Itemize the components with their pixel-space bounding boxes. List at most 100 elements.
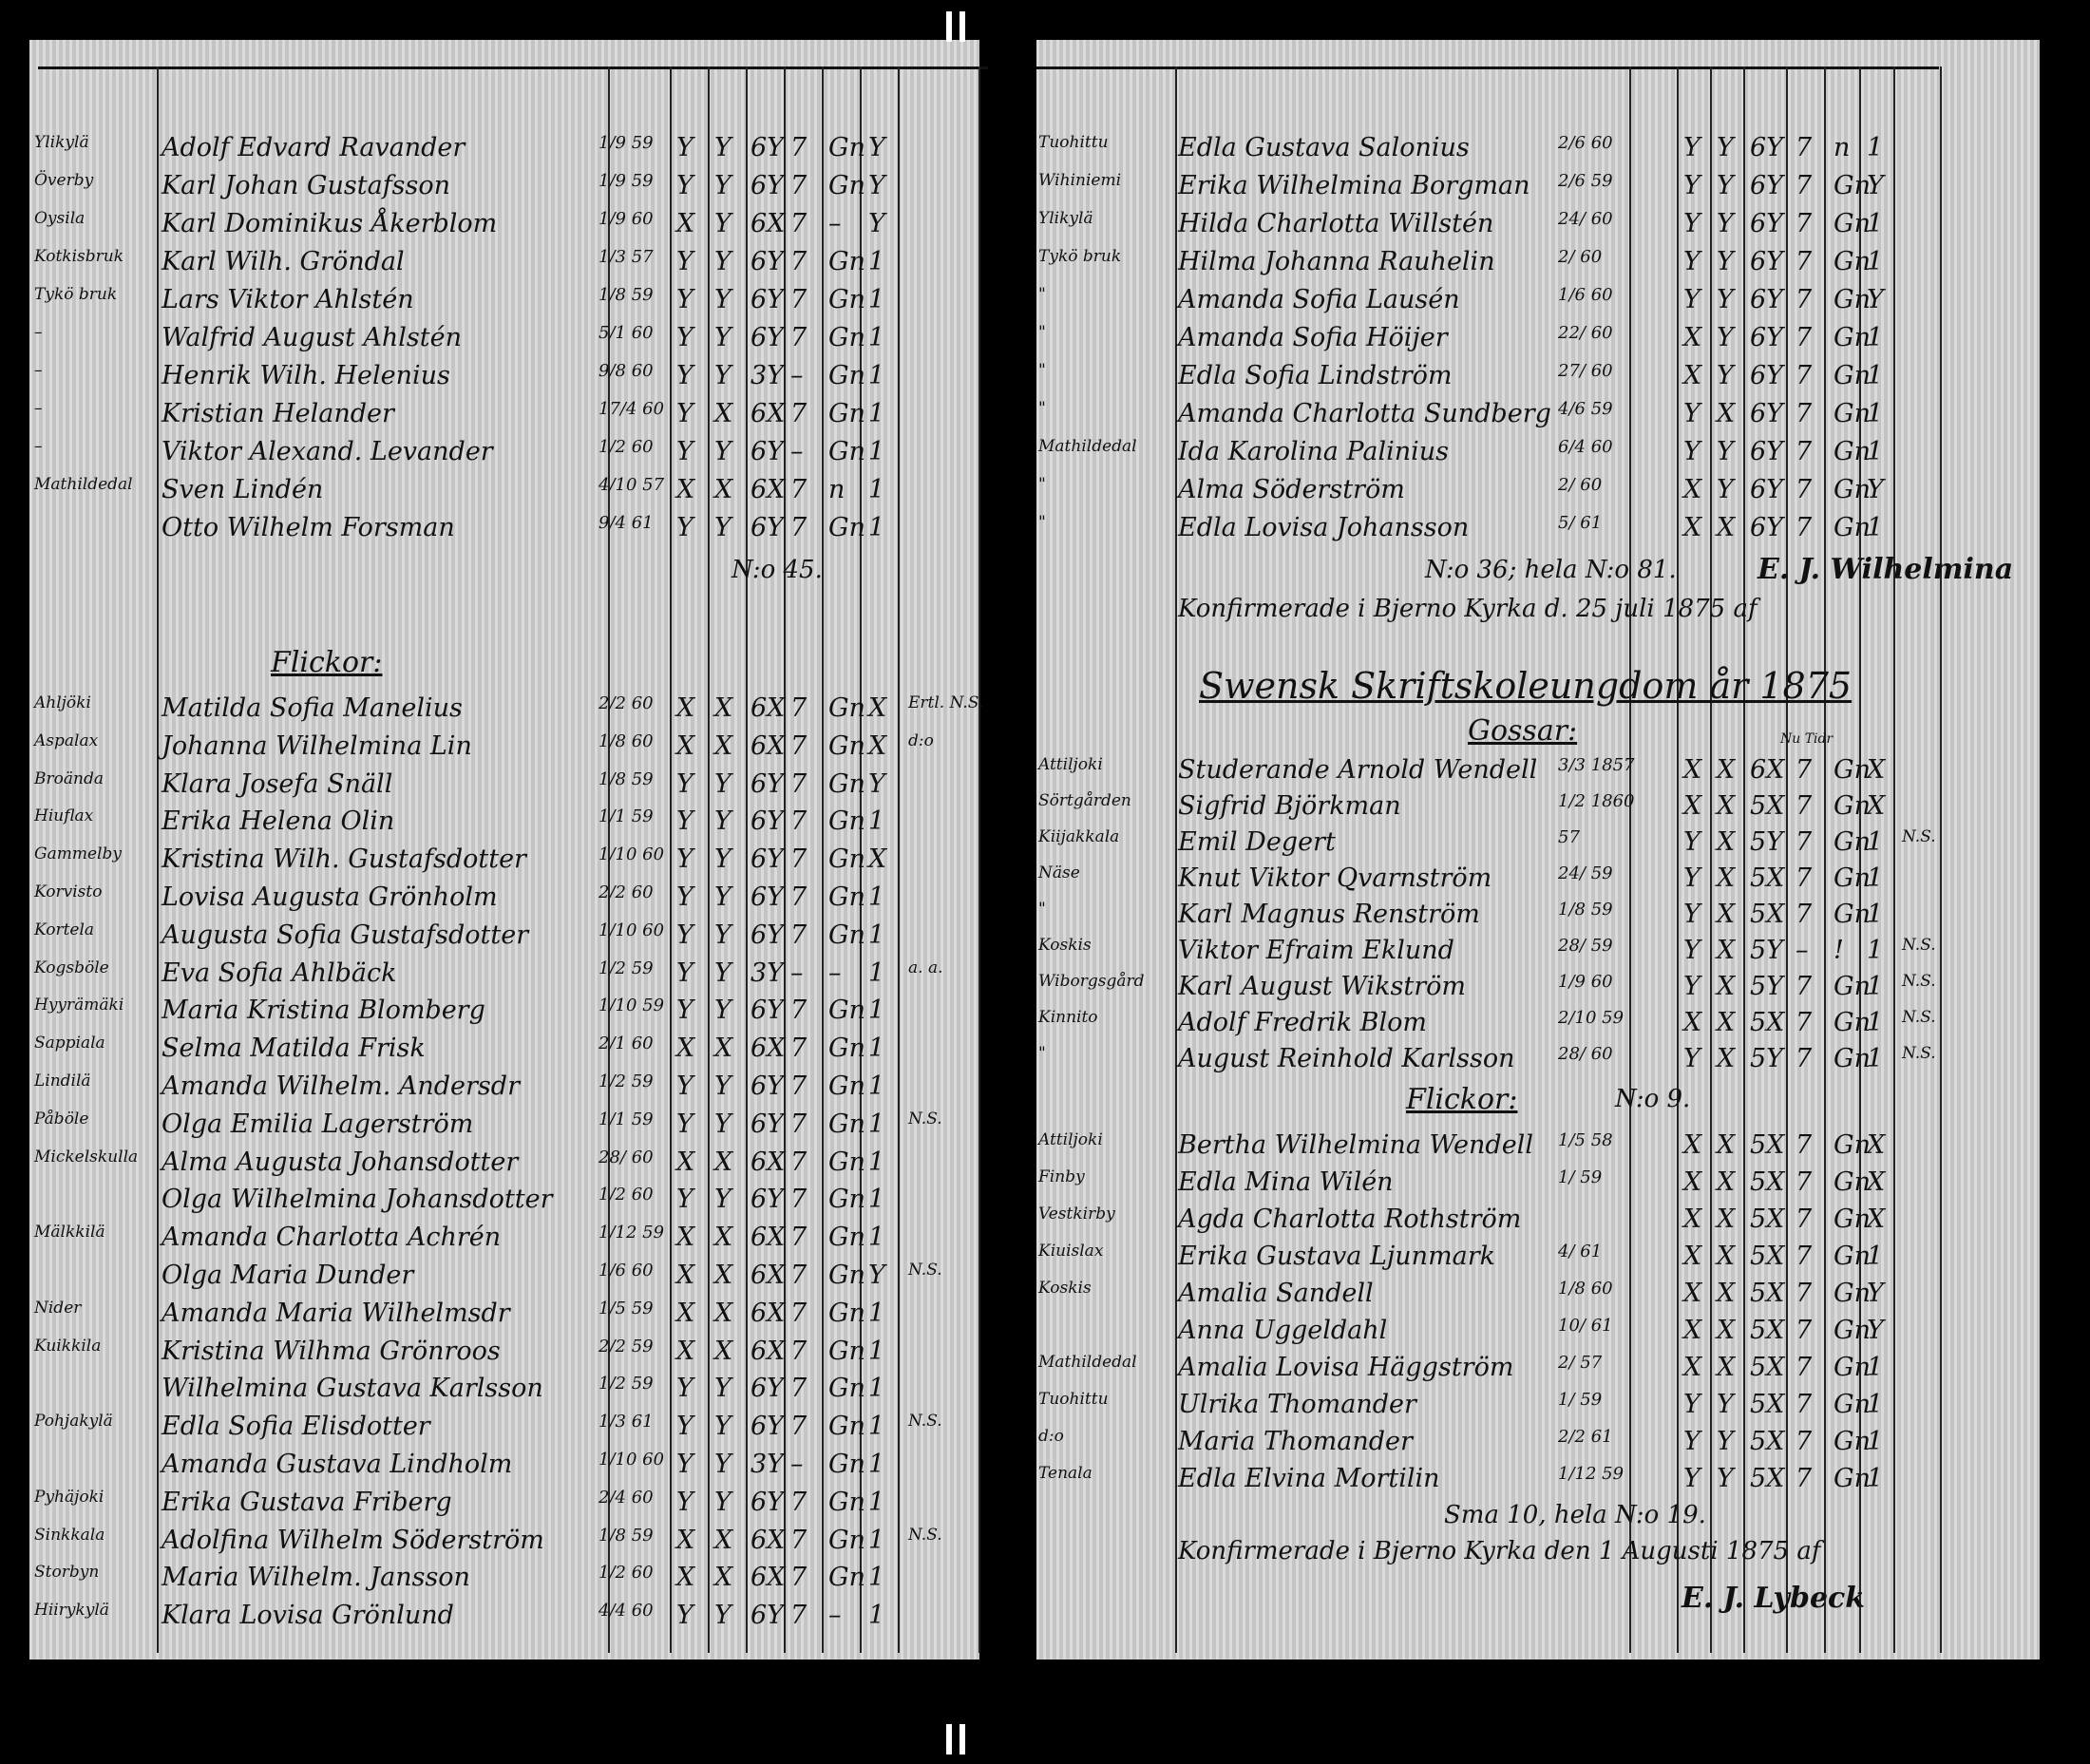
col-4: 7 [1796, 1279, 1813, 1308]
col-1: X [1683, 1008, 1702, 1037]
right-top-total: N:o 36; hela N:o 81. [1425, 556, 1677, 584]
register-row: Mathildedal Ida Karolina Palinius 6/4 60 Y Y… [0, 437, 2090, 475]
col-2: X [714, 475, 733, 504]
col-6: 1 [868, 475, 885, 504]
col-4: – [790, 437, 804, 466]
register-row: Hiirykylä Klara Lovisa Grönlund 4/4 60 Y Y 6Y… [0, 1601, 2090, 1639]
col-1: Y [676, 399, 694, 428]
name: Amanda Sofia Höijer [1178, 323, 1448, 352]
register-row: " Karl Magnus Renström 1/8 59 Y X 5X 7 Gn 1 [0, 900, 2090, 938]
name: Matilda Sofia Manelius [162, 693, 463, 723]
note: N.S. [1902, 972, 1936, 991]
register-row: Aspalax Johanna Wilhelmina Lin 1/8 60 X X 6X 7… [0, 731, 2090, 769]
col-6: Y [1867, 1279, 1884, 1308]
register-row: " Alma Söderström 2/ 60 X Y 6Y 7 Gn Y [0, 475, 2090, 513]
birth-date: 10/ 61 [1558, 1316, 1613, 1336]
col-4: 7 [790, 882, 808, 912]
register-row: Kinnito Adolf Fredrik Blom 2/10 59 X X 5X 7 Gn 1… [0, 1008, 2090, 1046]
col-3: 6X [750, 693, 786, 723]
col-3: 6Y [750, 247, 785, 276]
col-4: 7 [1796, 1316, 1813, 1345]
col-6: 1 [1867, 863, 1884, 893]
col-3: 6X [750, 209, 786, 238]
col-3: 6Y [750, 133, 785, 162]
col-2: X [1717, 1242, 1736, 1271]
village: Mickelskulla [34, 1147, 139, 1167]
col-5: Gn [1834, 513, 1871, 542]
col-6: X [1867, 1167, 1886, 1197]
village: Koskis [1038, 936, 1092, 955]
col-1: X [1683, 475, 1702, 504]
register-row: Pohjakylä Edla Sofia Elisdotter 1/3 61 Y Y 6Y… [0, 1412, 2090, 1450]
village: Mathildedal [1038, 1353, 1137, 1372]
column-rule [1629, 66, 1631, 1653]
register-row: Attiljoki Studerande Arnold Wendell 3/3 18… [0, 755, 2090, 793]
col-2: X [714, 693, 733, 723]
col-5: Gn [828, 513, 865, 542]
village: Pyhäjoki [34, 1487, 104, 1507]
col-3: 6Y [750, 513, 785, 542]
col-4: 7 [790, 399, 808, 428]
name: Augusta Sofia Gustafsdotter [162, 920, 529, 950]
village: Gammelby [34, 844, 122, 864]
birth-date: 1/5 58 [1558, 1130, 1613, 1150]
birth-date: 2/2 61 [1558, 1427, 1613, 1447]
note: d:o [908, 730, 934, 750]
village: Kuikkila [34, 1336, 102, 1356]
col-1: Y [676, 1487, 694, 1517]
name: Ida Karolina Palinius [1178, 437, 1449, 466]
col-1: X [676, 209, 695, 238]
birth-date: 4/10 57 [598, 475, 665, 495]
col-3: 6Y [1750, 323, 1784, 352]
birth-date: 1/10 60 [598, 1450, 665, 1470]
col-3: 6Y [1750, 437, 1784, 466]
birth-date: 4/4 60 [598, 1601, 654, 1622]
col-4: 7 [1796, 171, 1813, 200]
col-6: 1 [868, 1487, 885, 1517]
birth-date: 4/ 61 [1558, 1242, 1603, 1261]
village: Mathildedal [34, 475, 133, 494]
birth-date: 2/6 59 [1558, 171, 1613, 191]
register-row: Tuohittu Edla Gustava Salonius 2/6 60 Y Y 6Y 7… [0, 133, 2090, 171]
col-5: Gn [1834, 1390, 1871, 1419]
col-4: 7 [1796, 323, 1813, 352]
name: Olga Maria Dunder [162, 1261, 414, 1290]
name: Erika Gustava Friberg [162, 1487, 452, 1517]
col-2: Y [714, 1487, 732, 1517]
col-4: 7 [1796, 1427, 1813, 1456]
col-2: Y [1717, 1390, 1734, 1419]
col-6: 1 [1867, 900, 1884, 929]
col-1: Y [1683, 900, 1700, 929]
register-row: Koskis Viktor Efraim Eklund 28/ 59 Y X 5Y –! 1 N… [0, 936, 2090, 974]
name: Johanna Wilhelmina Lin [162, 730, 472, 761]
register-row: Wilhelmina Gustava Karlsson 1/2 59 Y Y 6Y 7 Gn… [0, 1374, 2090, 1412]
column-rule [1786, 66, 1788, 1653]
col-6: 1 [868, 958, 885, 988]
col-1: X [1683, 755, 1702, 785]
col-1: X [676, 1034, 695, 1064]
birth-date: 1/10 59 [598, 996, 665, 1016]
birth-date: 1/2 60 [598, 1563, 654, 1584]
village: Sinkkala [34, 1525, 105, 1545]
village: Kiijakkala [1038, 827, 1120, 846]
name: Ulrika Thomander [1178, 1390, 1416, 1419]
col-6: 1 [868, 806, 885, 837]
note: N.S. [1902, 827, 1936, 846]
name: Henrik Wilh. Helenius [162, 361, 450, 390]
register-row: Mickelskulla Alma Augusta Johansdotter 28/… [0, 1148, 2090, 1185]
birth-date: 28/ 60 [1558, 1044, 1613, 1064]
col-6: X [868, 844, 887, 875]
col-3: 6Y [750, 1601, 785, 1631]
birth-date: 1/2 60 [598, 437, 654, 457]
col-2: X [1717, 827, 1736, 857]
col-4: 7 [1796, 513, 1813, 542]
col-2: X [1717, 972, 1736, 1001]
village: Kortela [34, 920, 95, 939]
col-5: Gn [1834, 209, 1871, 238]
name: Lovisa Augusta Grönholm [162, 882, 498, 912]
name: Olga Emilia Lagerström [162, 1109, 474, 1139]
register-row: Broända Klara Josefa Snäll 1/8 59 Y Y 6Y 7 Gn Y [0, 769, 2090, 807]
col-3: 6X [750, 1034, 786, 1064]
col-6: Y [1867, 475, 1884, 504]
birth-date: 3/3 1857 [1558, 755, 1635, 775]
